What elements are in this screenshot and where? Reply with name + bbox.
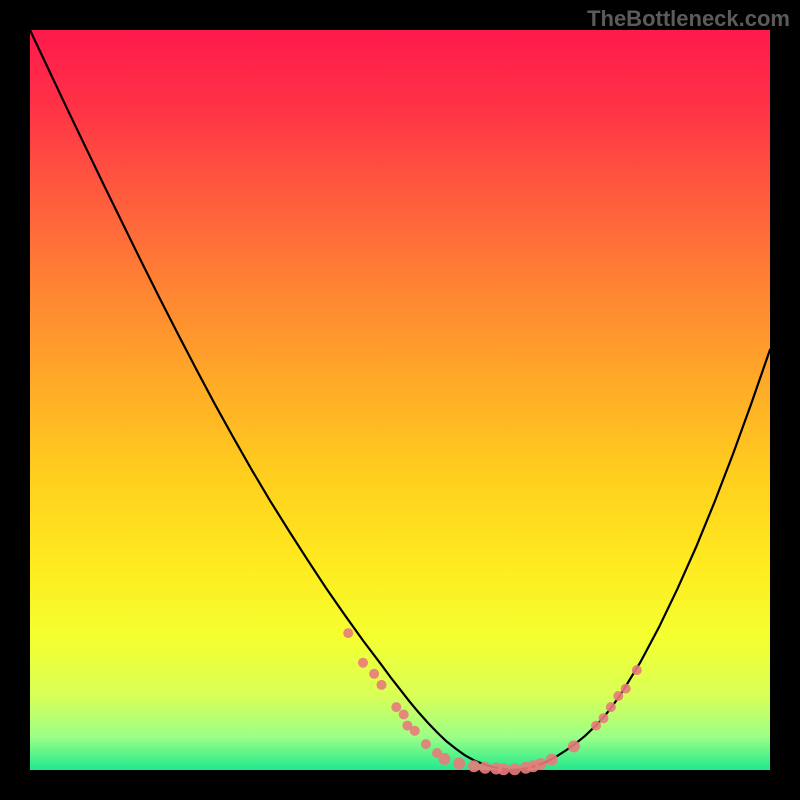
scatter-point — [509, 763, 521, 775]
scatter-point — [606, 702, 616, 712]
scatter-point — [453, 757, 465, 769]
bottleneck-chart — [0, 0, 800, 800]
scatter-point — [621, 684, 631, 694]
chart-container: TheBottleneck.com — [0, 0, 800, 800]
scatter-point — [498, 763, 510, 775]
scatter-point — [358, 658, 368, 668]
plot-area — [30, 30, 770, 770]
scatter-point — [399, 710, 409, 720]
scatter-point — [568, 740, 580, 752]
scatter-point — [391, 702, 401, 712]
scatter-point — [468, 760, 480, 772]
scatter-point — [369, 669, 379, 679]
scatter-point — [613, 691, 623, 701]
scatter-point — [591, 721, 601, 731]
scatter-point — [438, 753, 450, 765]
scatter-point — [421, 739, 431, 749]
scatter-point — [632, 665, 642, 675]
scatter-point — [410, 726, 420, 736]
watermark-text: TheBottleneck.com — [587, 6, 790, 32]
scatter-point — [377, 680, 387, 690]
scatter-point — [343, 628, 353, 638]
scatter-point — [479, 762, 491, 774]
scatter-point — [546, 754, 558, 766]
scatter-point — [599, 713, 609, 723]
scatter-point — [535, 758, 547, 770]
